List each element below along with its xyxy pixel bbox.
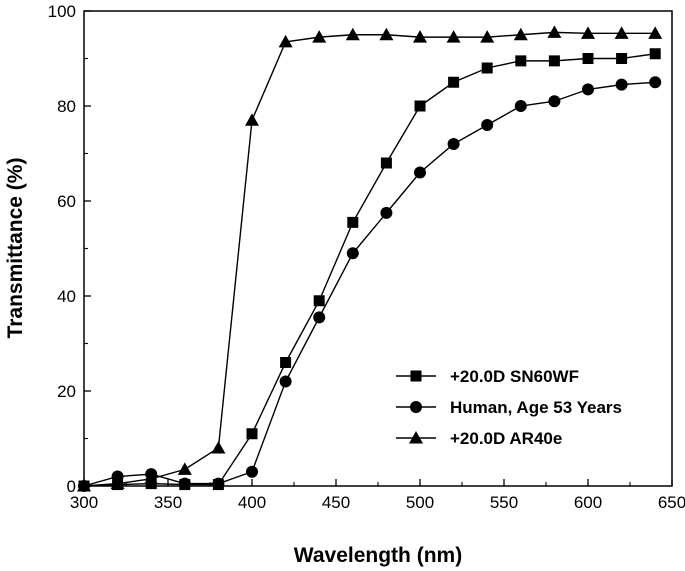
x-tick-label: 500 [406, 493, 434, 512]
data-point [212, 477, 225, 490]
y-tick-label: 0 [67, 477, 76, 496]
data-point [110, 476, 125, 490]
legend-marker [410, 370, 422, 382]
data-point [245, 113, 259, 126]
data-point [178, 477, 191, 490]
data-point [380, 157, 392, 169]
legend-label: Human, Age 53 Years [450, 398, 622, 417]
data-point [648, 26, 663, 39]
data-point [448, 76, 460, 88]
x-tick-label: 400 [238, 493, 266, 512]
legend: +20.0D SN60WF Human, Age 53 Years +20.0D A… [396, 367, 622, 448]
data-point [379, 27, 394, 41]
data-point [313, 295, 325, 307]
data-point [446, 30, 461, 43]
x-tick-label: 300 [70, 493, 98, 512]
data-point [246, 465, 258, 478]
data-point [279, 375, 292, 388]
data-point [177, 462, 192, 475]
x-axis-title: Wavelength (nm) [294, 544, 462, 567]
data-point [616, 53, 628, 64]
x-tick-label: 550 [490, 493, 518, 512]
data-point [548, 95, 561, 108]
series-line [83, 53, 656, 487]
legend-item: +20.0D AR40e [396, 429, 562, 448]
data-point [347, 216, 359, 228]
data-point [414, 166, 426, 179]
y-tick-label: 60 [57, 192, 76, 211]
legend-item: Human, Age 53 Years [396, 398, 622, 417]
y-tick-label: 80 [57, 97, 76, 116]
data-point [481, 62, 493, 74]
data-point [581, 26, 595, 39]
data-point [278, 34, 293, 48]
data-point [649, 76, 662, 89]
axis-ticks [83, 10, 673, 487]
legend-label: +20.0D SN60WF [450, 367, 579, 386]
series-circle [78, 76, 662, 492]
data-point [514, 100, 527, 112]
x-tick-label: 650 [658, 493, 685, 512]
x-tick-label: 600 [574, 493, 602, 512]
data-point [649, 48, 661, 60]
series-line [83, 81, 656, 487]
y-tick-label: 40 [57, 287, 76, 306]
x-tick-label: 350 [154, 493, 182, 512]
data-point [313, 311, 326, 324]
data-point [346, 247, 359, 260]
data-point [144, 471, 159, 485]
data-point [380, 206, 393, 219]
y-tick-label: 100 [48, 2, 76, 21]
legend-label: +20.0D AR40e [450, 429, 562, 448]
data-point [582, 83, 594, 96]
series-square [78, 48, 661, 492]
data-point [413, 30, 427, 43]
series-layer [77, 25, 663, 492]
data-point [582, 53, 594, 64]
data-point [480, 30, 495, 43]
data-point [481, 119, 494, 131]
legend-marker [409, 431, 423, 444]
data-point [312, 30, 327, 43]
data-point [614, 26, 629, 39]
y-tick-label: 20 [57, 382, 76, 401]
data-point [513, 27, 528, 41]
x-tick-label: 450 [322, 493, 350, 512]
data-point [77, 479, 91, 492]
legend-marker [410, 401, 422, 413]
data-point [615, 78, 628, 91]
series-triangle [77, 25, 663, 492]
data-point [548, 55, 560, 67]
data-point [211, 441, 226, 454]
data-point [515, 55, 527, 67]
data-point [414, 100, 426, 112]
data-point [111, 470, 124, 483]
series-line [83, 31, 656, 487]
data-point [447, 138, 460, 150]
legend-item: +20.0D SN60WF [396, 367, 579, 386]
y-axis-title: Transmittance (%) [4, 158, 27, 339]
data-point [345, 27, 360, 41]
data-point [547, 25, 562, 38]
axis-tick-labels: 300 350 400 450 500 550 600 650 0 20 40 60 80 100 [48, 2, 685, 512]
data-point [246, 428, 258, 440]
data-point [280, 357, 292, 368]
